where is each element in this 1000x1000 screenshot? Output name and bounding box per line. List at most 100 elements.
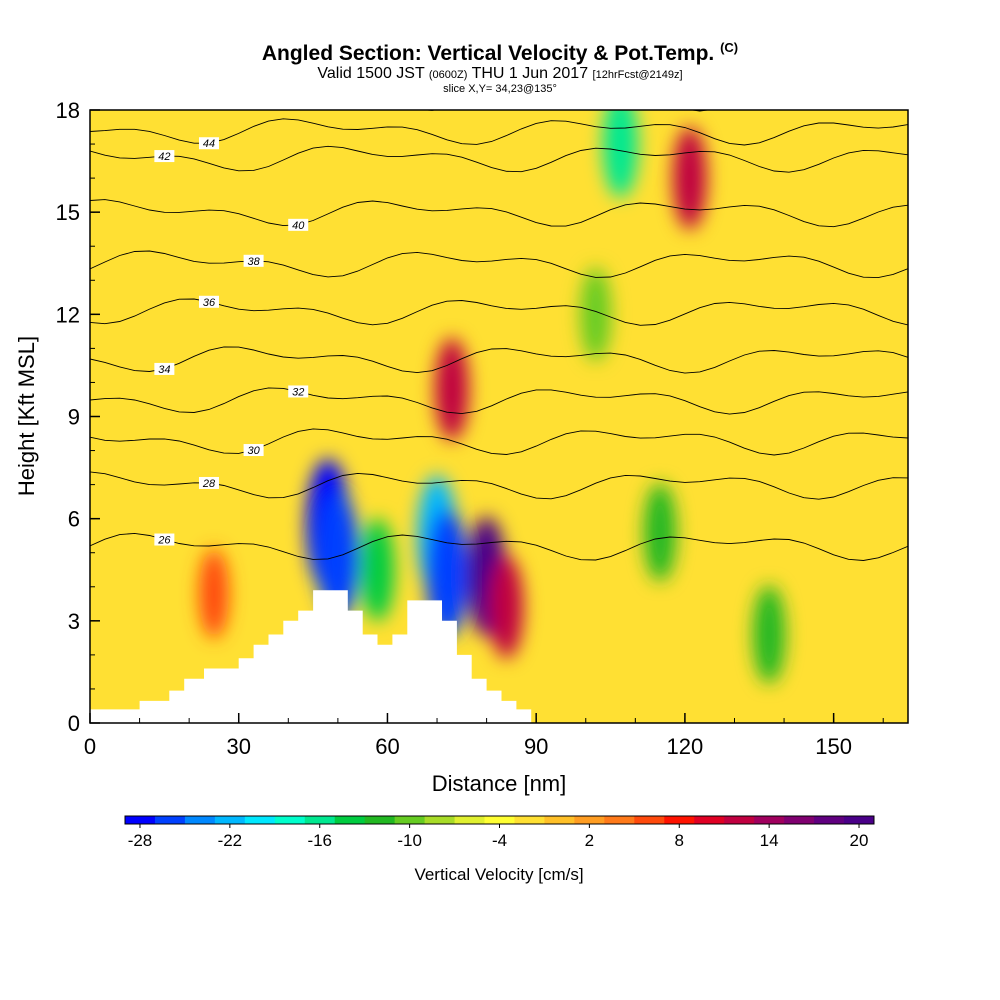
x-tick-label: 90 [524, 734, 548, 759]
velocity-cell [435, 337, 469, 441]
colorbar-tick-label: -28 [128, 831, 153, 850]
theta-isoline [90, 250, 908, 279]
colorbar-swatch [604, 816, 635, 824]
isoline-label-bg [288, 218, 309, 231]
y-tick-label: 12 [56, 302, 80, 327]
colorbar-tick-label: -16 [307, 831, 332, 850]
isoline-label: 34 [158, 364, 170, 376]
x-axis-label: Distance [nm] [432, 771, 567, 796]
isoline-label-bg [288, 385, 309, 398]
velocity-cell [672, 126, 707, 230]
isoline-label: 46 [247, 80, 260, 92]
colorbar-swatch [154, 816, 186, 824]
isoline-label: 38 [247, 256, 260, 268]
colorbar-swatch [244, 816, 276, 824]
valid-time: Valid 1500 JST [317, 65, 425, 82]
velocity-cell [360, 518, 395, 622]
chart-title: Angled Section: Vertical Velocity & Pot.… [261, 42, 715, 65]
isoline-label: 30 [247, 445, 260, 457]
title-unit: (C) [720, 40, 739, 55]
isoline-label-bg [154, 533, 175, 546]
isoline-label: 40 [292, 220, 305, 232]
theta-isoline [90, 387, 908, 415]
colorbar-swatch [304, 816, 336, 824]
velocity-cell [643, 483, 677, 582]
y-tick-label: 0 [68, 711, 80, 736]
colorbar-swatch [454, 816, 486, 824]
y-tick-label: 9 [68, 405, 80, 430]
colorbar-tick-label: 2 [585, 831, 594, 850]
theta-isoline [90, 428, 908, 456]
forecast-label: [12hrFcst@2149z] [592, 69, 683, 81]
colorbar-tick-label: 20 [850, 831, 869, 850]
colorbar-swatch [544, 816, 575, 824]
theta-isoline [421, 110, 712, 112]
x-tick-label: 150 [815, 734, 852, 759]
colorbar-swatch [844, 816, 875, 824]
colorbar-tick-label: 8 [675, 831, 684, 850]
colorbar-swatch [664, 816, 695, 824]
colorbar-swatch [334, 816, 366, 824]
velocity-cell [602, 110, 639, 198]
x-tick-label: 30 [226, 734, 250, 759]
isoline-label-bg [198, 295, 219, 308]
isoline-label: 44 [203, 138, 215, 150]
theta-isoline [90, 298, 908, 326]
x-axis: 0 30 60 90 120 150 [84, 713, 884, 759]
isoline-label-bg [243, 254, 264, 267]
colorbar-swatch [274, 816, 306, 824]
isoline-label-bg [243, 444, 264, 457]
y-tick-label: 3 [68, 609, 80, 634]
colorbar-swatch [694, 816, 725, 824]
isoline-label-bg [154, 362, 175, 375]
colorbar-tick-label: -10 [397, 831, 422, 850]
isoline-label-bg [198, 137, 219, 150]
theta-isoline [90, 118, 908, 146]
isoline-label: 28 [202, 478, 216, 490]
theta-isoline [90, 471, 908, 500]
isoline-label-bg [154, 150, 175, 163]
theta-isoline [90, 145, 908, 173]
valid-date: THU 1 Jun 2017 [471, 65, 589, 82]
colorbar-swatch [814, 816, 845, 824]
colorbar-swatch [394, 816, 426, 824]
colorbar-swatch [634, 816, 665, 824]
y-tick-label: 15 [56, 200, 80, 225]
colorbar-swatch [484, 816, 515, 824]
theta-isoline [90, 532, 908, 561]
theta-isoline [90, 346, 908, 374]
colorbar-swatch [364, 816, 396, 824]
x-tick-label: 120 [667, 734, 704, 759]
velocity-cell [752, 585, 786, 684]
isoline-label: 26 [157, 535, 171, 547]
y-axis-label: Height [Kft MSL] [14, 336, 39, 496]
colorbar-swatch [214, 816, 246, 824]
isoline-label-bg [244, 79, 264, 91]
colorbar-swatch [574, 816, 605, 824]
colorbar-swatch [514, 816, 545, 824]
colorbar-swatch [184, 816, 216, 824]
y-tick-label: 6 [68, 507, 80, 532]
colorbar-swatch [125, 816, 156, 824]
slice-label: slice X,Y= 34,23@135° [443, 83, 557, 95]
colorbar-tick-label: 14 [760, 831, 779, 850]
x-tick-label: 0 [84, 734, 96, 759]
title-block: Angled Section: Vertical Velocity & Pot.… [0, 36, 1000, 95]
x-tick-label: 60 [375, 734, 399, 759]
isoline-label: 32 [292, 386, 304, 398]
colorbar-swatch [784, 816, 815, 824]
colorbar-title: Vertical Velocity [cm/s] [414, 865, 583, 884]
colorbar-swatch [754, 816, 785, 824]
y-tick-label: 18 [56, 98, 80, 123]
velocity-cell [489, 555, 524, 659]
isoline-label: 36 [203, 297, 216, 309]
theta-isolines: 26 28 30 32 34 36 38 40 42 44 46 [90, 79, 908, 561]
velocity-cell [580, 267, 612, 362]
colorbar-tick-label: -22 [218, 831, 243, 850]
valid-zulu: (0600Z) [428, 69, 468, 81]
colorbar-swatch [424, 816, 456, 824]
isoline-label-bg [198, 476, 219, 489]
theta-isoline [90, 199, 908, 228]
colorbar-tick-label: -4 [492, 831, 507, 850]
